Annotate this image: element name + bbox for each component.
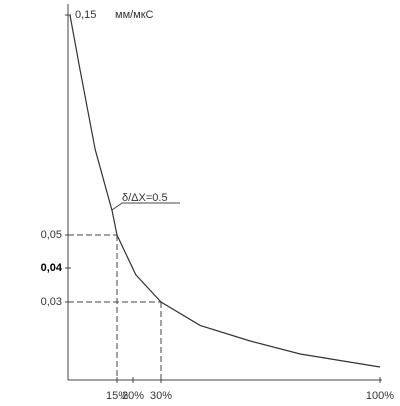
- y-tick-label: 0,04: [41, 262, 63, 274]
- x-tick-label: 20%: [122, 390, 144, 402]
- y-tick-label: 0,15: [75, 9, 96, 21]
- y-tick-label: 0,05: [41, 229, 62, 241]
- x-tick-label: 100%: [366, 390, 394, 402]
- x-tick-label: 30%: [150, 390, 172, 402]
- curve: [69, 14, 381, 368]
- annotation-leader: [111, 202, 180, 211]
- y-axis-unit: мм/мкС: [115, 9, 154, 21]
- x-tick-label: 15%: [106, 390, 128, 402]
- annotation: δ/ΔX=0.5: [122, 192, 168, 204]
- y-tick-label: 0,03: [41, 296, 62, 308]
